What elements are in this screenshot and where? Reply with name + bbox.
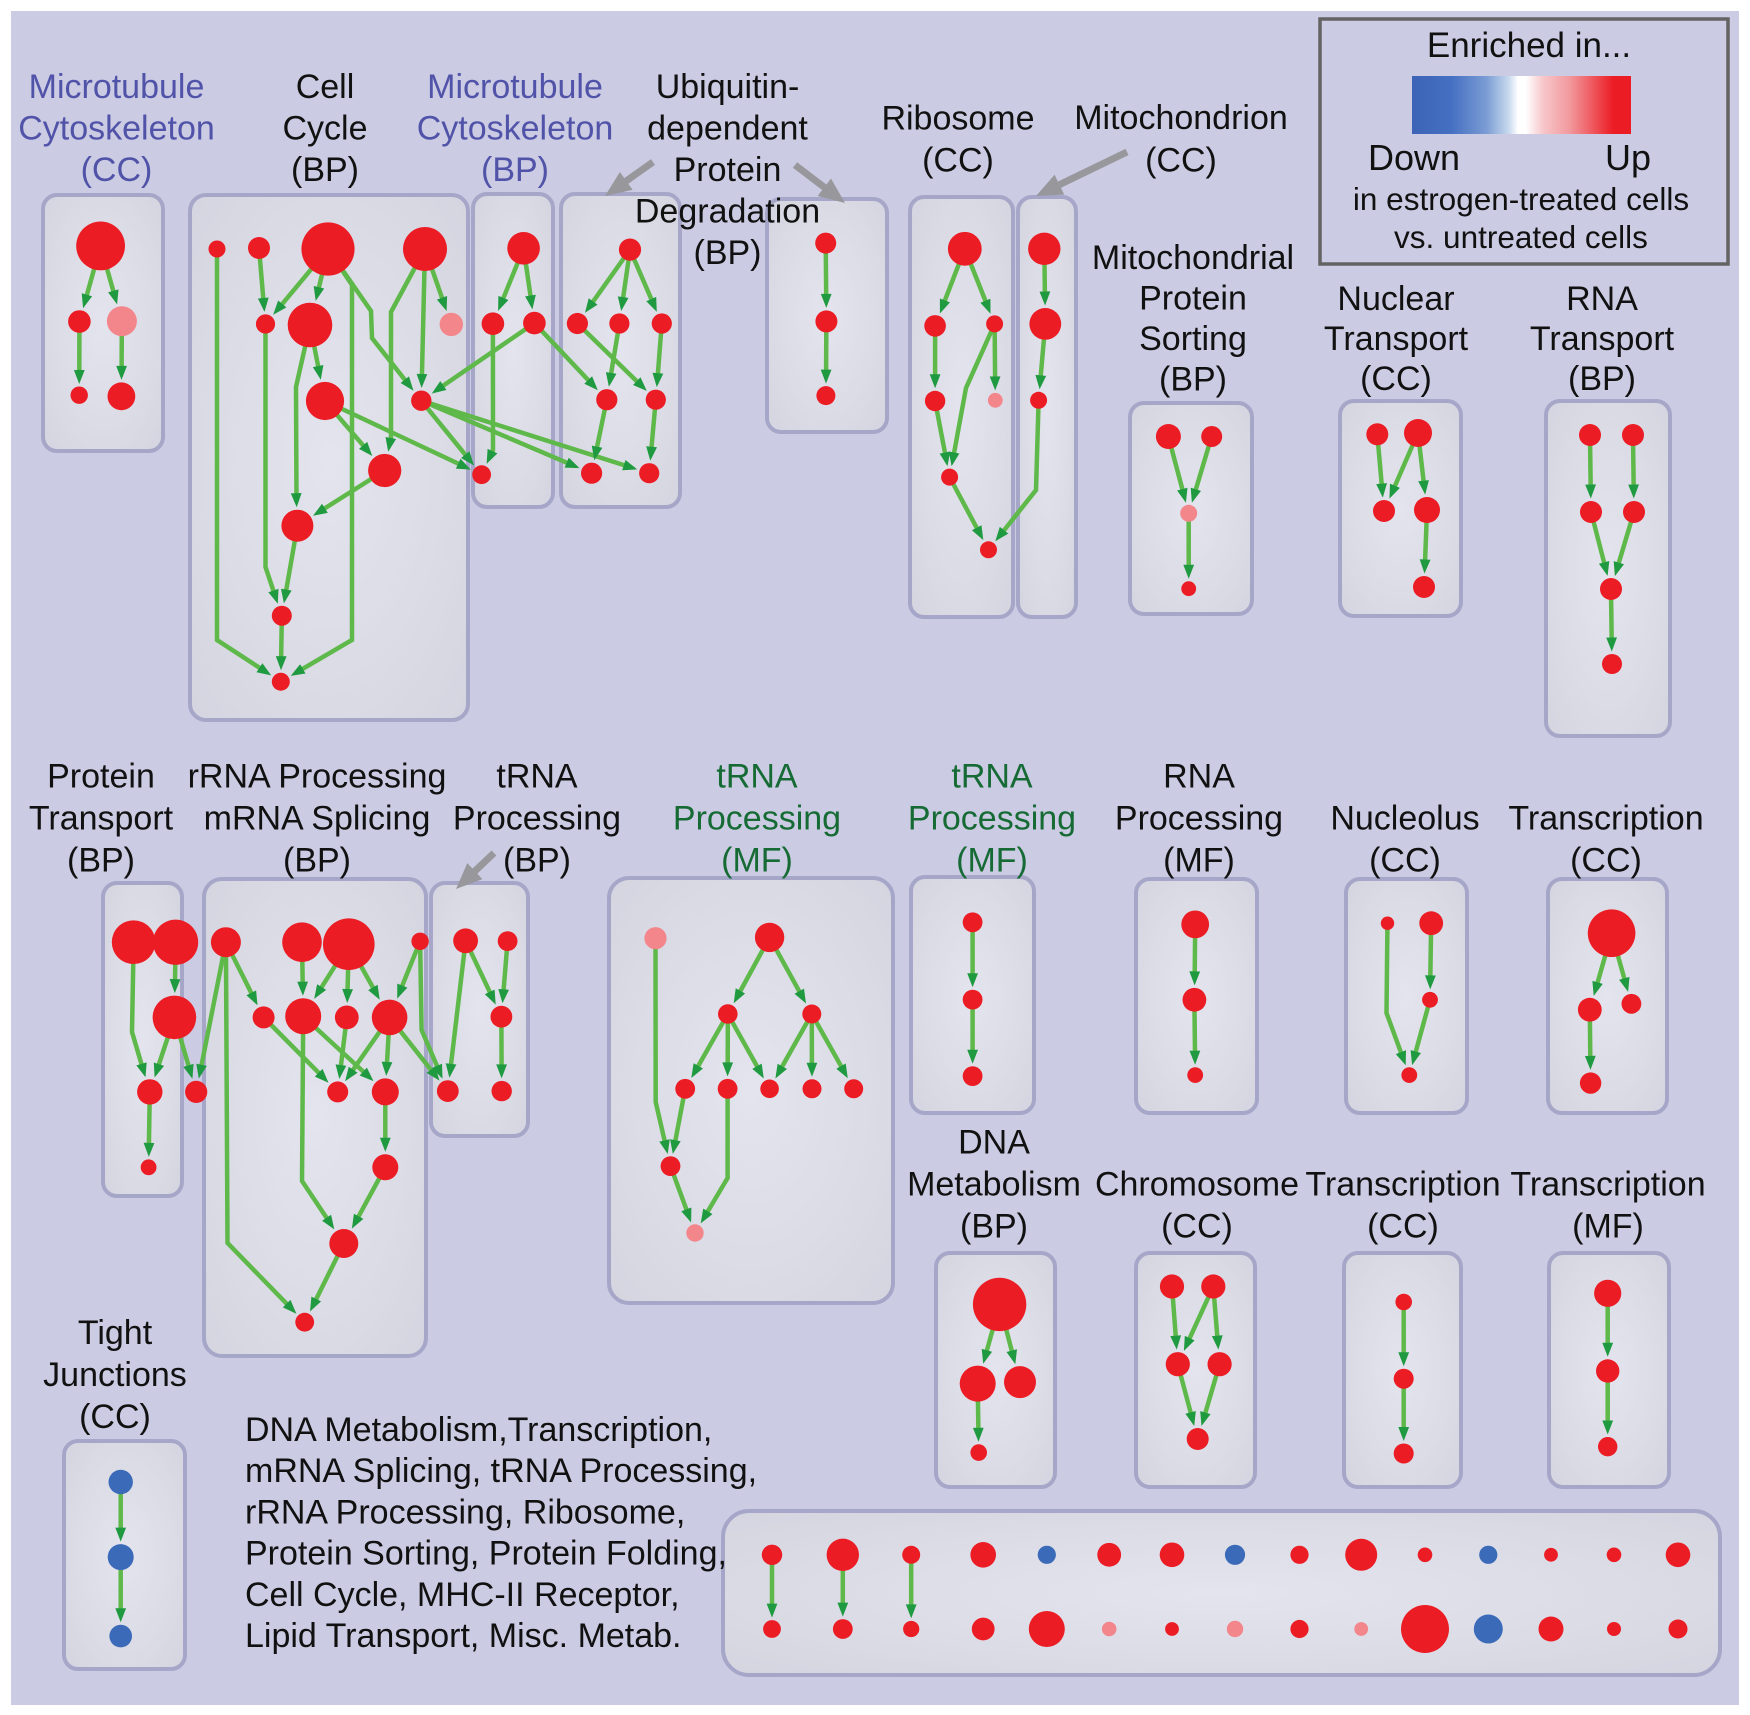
svg-text:Tight: Tight — [78, 1314, 153, 1352]
svg-text:RNA: RNA — [1163, 758, 1235, 796]
svg-text:Protein Sorting, Protein Foldi: Protein Sorting, Protein Folding, — [245, 1535, 727, 1573]
svg-text:tRNA: tRNA — [951, 758, 1033, 796]
svg-text:Mitochondrial: Mitochondrial — [1092, 239, 1294, 277]
svg-text:in estrogen-treated cells: in estrogen-treated cells — [1353, 181, 1689, 217]
svg-text:Processing: Processing — [453, 800, 621, 838]
svg-text:Ubiquitin-: Ubiquitin- — [656, 68, 800, 106]
svg-text:Nucleolus: Nucleolus — [1330, 800, 1479, 838]
svg-text:(CC): (CC) — [1161, 1208, 1233, 1246]
svg-text:mRNA Splicing: mRNA Splicing — [204, 800, 431, 838]
svg-text:Processing: Processing — [673, 800, 841, 838]
svg-text:vs. untreated cells: vs. untreated cells — [1394, 219, 1648, 255]
svg-text:(CC): (CC) — [1369, 842, 1441, 880]
svg-text:mRNA Splicing, tRNA Processing: mRNA Splicing, tRNA Processing, — [245, 1452, 757, 1490]
svg-text:(CC): (CC) — [1360, 360, 1432, 398]
svg-text:Microtubule: Microtubule — [29, 68, 205, 106]
svg-text:Degradation: Degradation — [635, 193, 820, 231]
svg-text:tRNA: tRNA — [716, 758, 798, 796]
svg-text:Protein: Protein — [1139, 280, 1247, 318]
svg-text:tRNA: tRNA — [496, 758, 578, 796]
svg-text:Junctions: Junctions — [43, 1356, 187, 1394]
svg-text:(BP): (BP) — [481, 151, 549, 189]
svg-text:Ribosome: Ribosome — [881, 100, 1034, 138]
svg-text:Nuclear: Nuclear — [1337, 280, 1454, 318]
svg-text:Transport: Transport — [1530, 320, 1675, 358]
svg-text:Sorting: Sorting — [1139, 320, 1247, 358]
svg-text:Cytoskeleton: Cytoskeleton — [417, 110, 614, 148]
svg-text:Transcription: Transcription — [1305, 1166, 1500, 1204]
svg-text:DNA Metabolism,Transcription,: DNA Metabolism,Transcription, — [245, 1411, 712, 1449]
svg-text:(MF): (MF) — [1572, 1208, 1644, 1246]
svg-text:Processing: Processing — [908, 800, 1076, 838]
svg-text:Protein: Protein — [47, 758, 155, 796]
svg-text:Transcription: Transcription — [1508, 800, 1703, 838]
svg-text:Up: Up — [1605, 137, 1651, 178]
svg-text:rRNA Processing: rRNA Processing — [188, 758, 447, 796]
svg-text:Chromosome: Chromosome — [1095, 1166, 1299, 1204]
svg-text:Processing: Processing — [1115, 800, 1283, 838]
svg-text:Cell: Cell — [296, 68, 355, 106]
svg-text:dependent: dependent — [647, 110, 808, 148]
svg-text:Transcription: Transcription — [1510, 1166, 1705, 1204]
svg-text:Transport: Transport — [29, 800, 174, 838]
svg-text:(MF): (MF) — [956, 842, 1028, 880]
svg-text:(BP): (BP) — [67, 842, 135, 880]
svg-text:(BP): (BP) — [291, 151, 359, 189]
svg-text:Protein: Protein — [674, 151, 782, 189]
svg-text:(MF): (MF) — [1163, 842, 1235, 880]
svg-text:Down: Down — [1368, 137, 1460, 178]
svg-text:(CC): (CC) — [1570, 842, 1642, 880]
svg-text:(BP): (BP) — [1568, 360, 1636, 398]
svg-text:RNA: RNA — [1566, 280, 1638, 318]
svg-text:Mitochondrion: Mitochondrion — [1074, 99, 1288, 137]
svg-text:rRNA Processing, Ribosome,: rRNA Processing, Ribosome, — [245, 1493, 685, 1531]
svg-text:Enriched in...: Enriched in... — [1427, 26, 1631, 65]
svg-text:DNA: DNA — [958, 1124, 1030, 1162]
svg-text:Metabolism: Metabolism — [907, 1166, 1081, 1204]
svg-text:(CC): (CC) — [1145, 142, 1217, 180]
svg-text:(MF): (MF) — [721, 842, 793, 880]
svg-text:Lipid Transport, Misc. Metab.: Lipid Transport, Misc. Metab. — [245, 1617, 682, 1655]
svg-text:(BP): (BP) — [503, 842, 571, 880]
svg-text:(BP): (BP) — [960, 1208, 1028, 1246]
svg-text:(BP): (BP) — [283, 842, 351, 880]
svg-text:(BP): (BP) — [694, 234, 762, 272]
svg-text:(CC): (CC) — [81, 151, 153, 189]
svg-text:(CC): (CC) — [922, 142, 994, 180]
svg-text:(BP): (BP) — [1159, 361, 1227, 399]
svg-text:(CC): (CC) — [1367, 1208, 1439, 1246]
svg-text:Cell Cycle, MHC-II Receptor,: Cell Cycle, MHC-II Receptor, — [245, 1576, 680, 1614]
svg-text:Cytoskeleton: Cytoskeleton — [18, 110, 215, 148]
svg-text:(CC): (CC) — [79, 1398, 151, 1436]
svg-text:Transport: Transport — [1324, 320, 1469, 358]
svg-text:Cycle: Cycle — [282, 110, 367, 148]
svg-text:Microtubule: Microtubule — [427, 68, 603, 106]
